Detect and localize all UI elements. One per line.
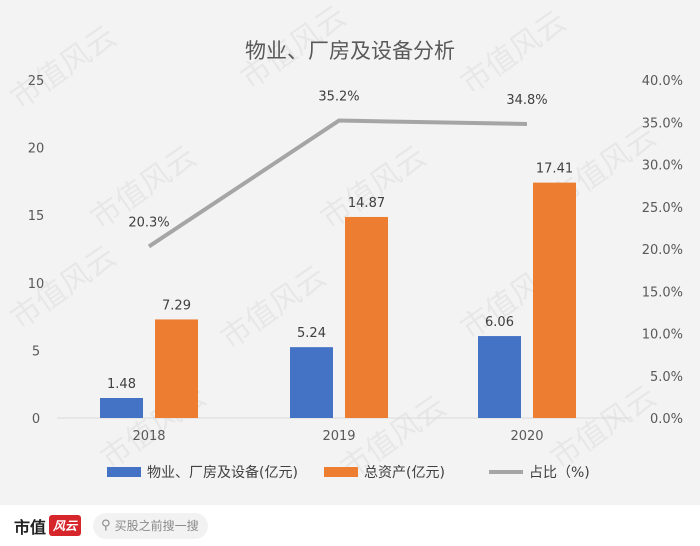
search-box[interactable]: ⚲ 买股之前搜一搜 bbox=[93, 512, 209, 539]
legend-swatch bbox=[107, 467, 141, 477]
line-series-占比 bbox=[147, 118, 528, 249]
y-left-tick-label: 15 bbox=[28, 209, 45, 224]
legend-label: 占比（%) bbox=[529, 465, 590, 481]
y-right-tick-label: 40.0% bbox=[642, 74, 683, 89]
bar-data-label: 1.48 bbox=[107, 377, 136, 392]
search-icon: ⚲ bbox=[101, 518, 111, 533]
bar bbox=[155, 319, 198, 418]
y-right-tick-label: 5.0% bbox=[650, 370, 683, 385]
brand-main-text: 市值 bbox=[14, 517, 47, 537]
brand-tag-text: 风云 bbox=[49, 515, 82, 536]
x-tick-label: 2020 bbox=[510, 429, 543, 444]
bar bbox=[290, 347, 333, 418]
chart-svg: 市值风云市值风云市值风云市值风云市值风云市值风云市值风云市值风云市值风云市值风云… bbox=[5, 0, 683, 487]
y-right-tick-label: 25.0% bbox=[642, 201, 683, 216]
legend-label: 物业、厂房及设备(亿元) bbox=[147, 464, 298, 481]
y-right-tick-label: 0.0% bbox=[650, 412, 683, 427]
bar-data-label: 6.06 bbox=[485, 315, 514, 330]
bar bbox=[478, 336, 521, 418]
y-right-tick-label: 10.0% bbox=[642, 328, 683, 343]
chart-title: 物业、厂房及设备分析 bbox=[245, 39, 455, 63]
bar bbox=[345, 216, 388, 418]
y-left-tick-label: 25 bbox=[28, 74, 45, 89]
line-data-label: 35.2% bbox=[318, 90, 359, 105]
footer-bar: 市值 风云 ⚲ 买股之前搜一搜 bbox=[0, 505, 700, 546]
y-right-tick-label: 30.0% bbox=[642, 159, 683, 174]
bar-data-label: 17.41 bbox=[536, 162, 573, 177]
bar-data-label: 14.87 bbox=[348, 196, 385, 211]
x-tick-label: 2018 bbox=[132, 429, 165, 444]
brand-logo[interactable]: 市值 风云 bbox=[14, 514, 82, 538]
search-placeholder: 买股之前搜一搜 bbox=[114, 519, 199, 533]
bar-data-label: 7.29 bbox=[162, 298, 191, 313]
line-data-label: 20.3% bbox=[128, 215, 169, 230]
x-tick-label: 2019 bbox=[322, 429, 355, 444]
y-left-tick-label: 20 bbox=[28, 142, 45, 157]
y-right-tick-label: 35.0% bbox=[642, 116, 683, 131]
y-right-tick-label: 15.0% bbox=[642, 285, 683, 300]
bar bbox=[100, 397, 143, 418]
legend-swatch bbox=[324, 467, 358, 477]
bar-data-label: 5.24 bbox=[297, 326, 326, 341]
y-left-tick-label: 0 bbox=[32, 412, 40, 427]
y-right-tick-label: 20.0% bbox=[642, 243, 683, 258]
bar bbox=[533, 182, 576, 418]
chart-container: 市值风云市值风云市值风云市值风云市值风云市值风云市值风云市值风云市值风云市值风云… bbox=[0, 0, 700, 505]
legend-label: 总资产(亿元) bbox=[364, 465, 445, 481]
line-data-label: 34.8% bbox=[506, 93, 547, 108]
y-left-tick-label: 10 bbox=[28, 277, 45, 292]
y-left-tick-label: 5 bbox=[32, 344, 40, 359]
